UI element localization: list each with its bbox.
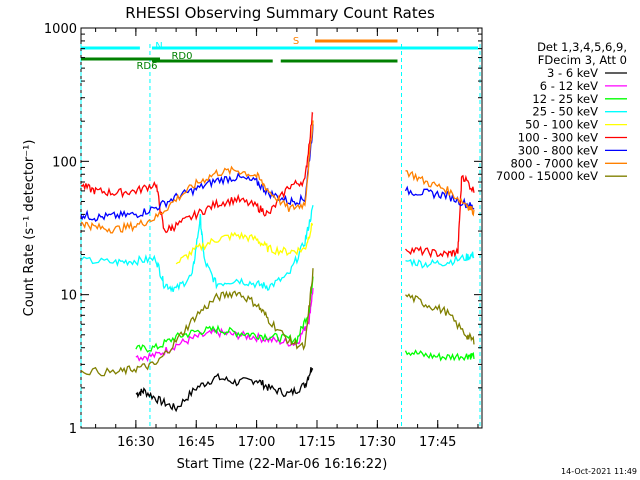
flags-layer: N RD0 RD6 S xyxy=(81,36,478,72)
legend-label: 800 - 7000 keV xyxy=(510,156,598,170)
series-7000-15000keV xyxy=(80,268,475,377)
legend-label: 6 - 12 keV xyxy=(540,79,598,93)
timestamp: 14-Oct-2021 11:49 xyxy=(561,467,637,476)
y-tick-label: 100 xyxy=(52,155,77,170)
legend-label: 100 - 300 keV xyxy=(518,131,598,145)
x-axis: 16:30 16:45 17:00 17:15 17:30 17:45 xyxy=(95,28,479,450)
series-line xyxy=(80,120,475,234)
series-line xyxy=(80,205,475,293)
y-tick-label: 1 xyxy=(69,422,77,437)
series-layer xyxy=(80,111,475,413)
series-line xyxy=(135,276,475,362)
x-tick-label: 17:45 xyxy=(419,435,456,450)
series-line xyxy=(175,222,313,265)
series-100-300keV xyxy=(80,111,475,259)
x-tick-label: 16:30 xyxy=(117,435,154,450)
series-3-6keV xyxy=(135,367,314,413)
x-tick-label: 16:45 xyxy=(178,435,215,450)
series-25-50keV xyxy=(80,205,475,293)
series-line xyxy=(80,111,475,259)
legend-label: 3 - 6 keV xyxy=(547,66,598,80)
series-line xyxy=(80,268,475,377)
flag-label-N: N xyxy=(155,41,162,52)
series-line xyxy=(135,367,314,413)
x-tick-label: 17:30 xyxy=(359,435,396,450)
y-axis-label: Count Rate (s⁻¹ detector⁻¹) xyxy=(22,140,37,317)
x-tick-label: 17:15 xyxy=(298,435,335,450)
y-tick-label: 10 xyxy=(60,289,77,304)
legend: Det 1,3,4,5,6,9, FDecim 3, Att 0 3 - 6 k… xyxy=(496,40,627,183)
x-tick-label: 17:00 xyxy=(238,435,275,450)
legend-header-line-1: Det 1,3,4,5,6,9, xyxy=(537,40,627,54)
legend-label: 12 - 25 keV xyxy=(532,92,598,106)
legend-label: 25 - 50 keV xyxy=(532,105,598,119)
legend-label: 7000 - 15000 keV xyxy=(496,169,598,183)
series-12-25keV xyxy=(135,276,475,362)
y-tick-label: 1000 xyxy=(44,22,77,37)
chart-title: RHESSI Observing Summary Count Rates xyxy=(125,4,435,22)
legend-label: 50 - 100 keV xyxy=(525,118,598,132)
flag-label-RD0: RD0 xyxy=(171,51,192,62)
x-axis-label: Start Time (22-Mar-06 16:16:22) xyxy=(177,457,388,472)
y-axis: 1 10 100 1000 xyxy=(44,22,482,437)
legend-label: 300 - 800 keV xyxy=(518,143,598,157)
series-800-7000keV xyxy=(80,120,475,234)
series-50-100keV xyxy=(175,222,313,265)
flag-label-S: S xyxy=(293,36,299,47)
legend-header-line-2: FDecim 3, Att 0 xyxy=(538,53,627,67)
data-gaps xyxy=(80,44,481,428)
flag-label-RD6: RD6 xyxy=(136,61,157,72)
